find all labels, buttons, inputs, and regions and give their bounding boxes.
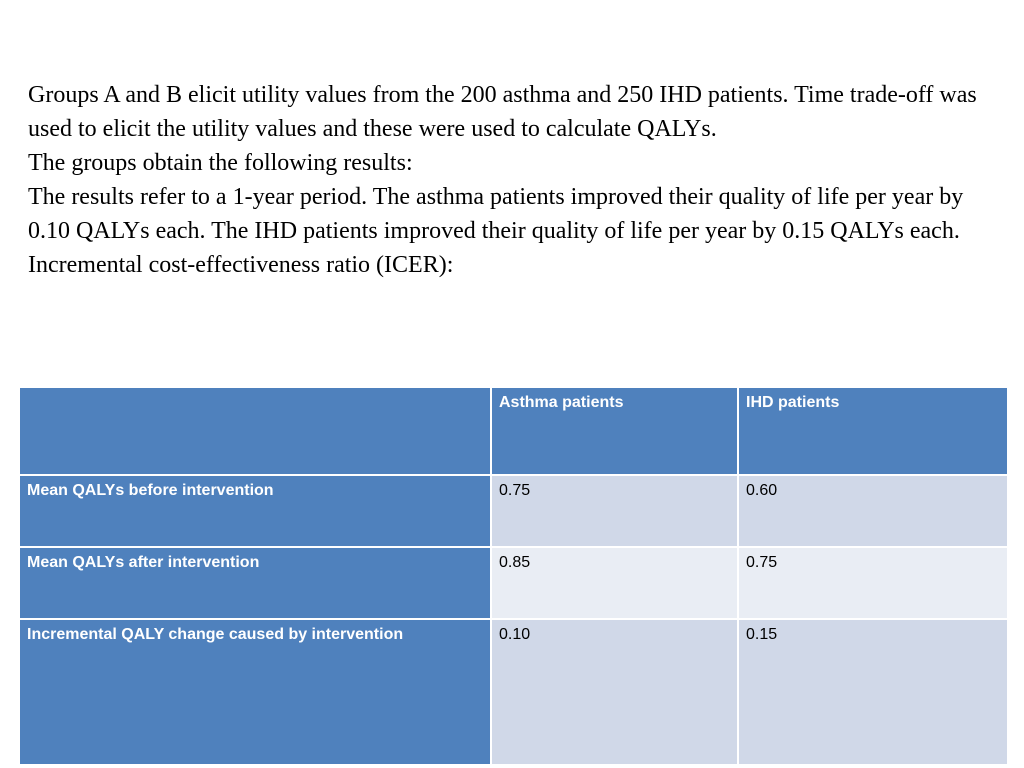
header-ihd: IHD patients [737,386,1009,476]
cell-asthma-before: 0.75 [490,474,739,548]
row-label-before: Mean QALYs before intervention [18,474,492,548]
row-label-change: Incremental QALY change caused by interv… [18,618,492,766]
intro-paragraph-2: The groups obtain the following results: [28,150,413,176]
cell-asthma-after: 0.85 [490,546,739,620]
header-asthma: Asthma patients [490,386,739,476]
table-header-row: Asthma patients IHD patients [18,386,1009,476]
row-label-after: Mean QALYs after intervention [18,546,492,620]
intro-paragraph-3: The results refer to a 1-year period. Th… [28,184,964,244]
qaly-table: Asthma patients IHD patients Mean QALYs … [18,386,1009,766]
cell-ihd-before: 0.60 [737,474,1009,548]
intro-paragraph-4: Incremental cost-effectiveness ratio (IC… [28,252,454,278]
table-row: Incremental QALY change caused by interv… [18,618,1009,766]
intro-text: Groups A and B elicit utility values fro… [28,78,1003,282]
cell-ihd-after: 0.75 [737,546,1009,620]
header-empty [18,386,492,476]
table-row: Mean QALYs before intervention 0.75 0.60 [18,474,1009,548]
cell-asthma-change: 0.10 [490,618,739,766]
cell-ihd-change: 0.15 [737,618,1009,766]
table-row: Mean QALYs after intervention 0.85 0.75 [18,546,1009,620]
intro-paragraph-1: Groups A and B elicit utility values fro… [28,82,977,142]
